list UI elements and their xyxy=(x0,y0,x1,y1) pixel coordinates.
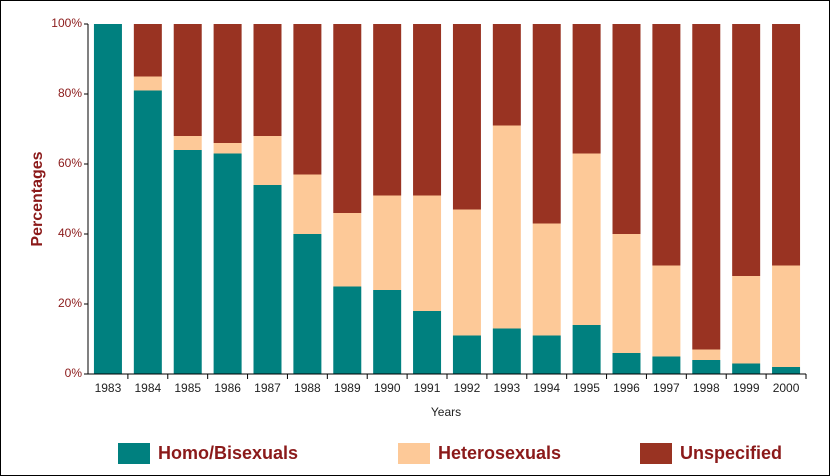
x-tick-label: 1994 xyxy=(533,381,560,395)
x-tick-label: 1983 xyxy=(95,381,122,395)
bar-segment xyxy=(492,24,521,126)
bar-segment xyxy=(133,76,162,91)
bar-segment xyxy=(572,24,601,154)
legend-label: Homo/Bisexuals xyxy=(158,443,298,463)
y-tick-label: 20% xyxy=(58,296,82,310)
bar-segment xyxy=(293,24,322,175)
bar-segment xyxy=(452,24,481,210)
bar-segment xyxy=(612,24,641,234)
bar-segment xyxy=(692,24,721,350)
y-tick-label: 80% xyxy=(58,86,82,100)
x-tick-label: 2000 xyxy=(773,381,800,395)
x-tick-label: 1986 xyxy=(214,381,241,395)
y-axis-label: Percentages xyxy=(29,151,46,246)
x-tick-label: 1996 xyxy=(613,381,640,395)
legend-swatch xyxy=(398,443,430,464)
x-tick-label: 1991 xyxy=(414,381,441,395)
bar-segment xyxy=(652,265,681,357)
y-tick-label: 40% xyxy=(58,226,82,240)
bar-segment xyxy=(692,349,721,360)
bar-segment xyxy=(293,174,322,234)
x-tick-label: 1998 xyxy=(693,381,720,395)
y-tick-label: 60% xyxy=(58,156,82,170)
bar-segment xyxy=(253,136,282,185)
legend-swatch xyxy=(640,443,672,464)
legend-swatch xyxy=(118,443,150,464)
bar-segment xyxy=(333,286,362,374)
bar-segment xyxy=(173,24,202,136)
bar-segment xyxy=(612,234,641,353)
bar-segment xyxy=(612,353,641,374)
bar-segment xyxy=(452,335,481,374)
bar-segment xyxy=(133,24,162,77)
bar-segment xyxy=(452,209,481,336)
bar-segment xyxy=(213,143,242,154)
x-tick-label: 1997 xyxy=(653,381,680,395)
bar-segment xyxy=(253,24,282,136)
bar-segment xyxy=(373,24,402,196)
x-tick-label: 1987 xyxy=(254,381,281,395)
x-tick-label: 1999 xyxy=(733,381,760,395)
legend-label: Heterosexuals xyxy=(438,443,561,463)
bar-segment xyxy=(492,328,521,374)
y-tick-label: 0% xyxy=(65,366,83,380)
x-tick-label: 1995 xyxy=(573,381,600,395)
x-tick-label: 1988 xyxy=(294,381,321,395)
y-tick-label: 100% xyxy=(51,16,82,30)
bar-segment xyxy=(293,234,322,374)
bar-segment xyxy=(213,24,242,143)
bar-segment xyxy=(532,223,561,336)
x-tick-label: 1990 xyxy=(374,381,401,395)
bar-segment xyxy=(532,24,561,224)
bar-segment xyxy=(572,153,601,325)
bar-segment xyxy=(692,360,721,374)
bar-segment xyxy=(173,136,202,150)
bar-segment xyxy=(732,363,761,374)
bar-segment xyxy=(772,265,801,367)
bar-segment xyxy=(413,195,442,311)
bar-segment xyxy=(333,213,362,287)
x-tick-label: 1989 xyxy=(334,381,361,395)
x-tick-label: 1984 xyxy=(134,381,161,395)
bar-segment xyxy=(413,24,442,196)
bar-segment xyxy=(93,24,122,374)
bar-segment xyxy=(652,356,681,374)
bar-segment xyxy=(492,125,521,329)
bar-segment xyxy=(333,24,362,213)
x-axis-label: Years xyxy=(431,405,461,419)
x-tick-label: 1985 xyxy=(174,381,201,395)
bar-segment xyxy=(373,290,402,374)
bar-segment xyxy=(133,90,162,374)
bar-segment xyxy=(373,195,402,290)
bar-segment xyxy=(532,335,561,374)
bar-segment xyxy=(253,185,282,374)
bar-segment xyxy=(772,367,801,374)
bar-segment xyxy=(732,24,761,276)
bar-segment xyxy=(572,325,601,374)
bar-segment xyxy=(732,276,761,364)
x-tick-label: 1992 xyxy=(454,381,481,395)
bar-segment xyxy=(213,153,242,374)
bar-segment xyxy=(772,24,801,266)
legend-label: Unspecified xyxy=(680,443,782,463)
bar-segment xyxy=(413,311,442,374)
bar-segment xyxy=(173,150,202,374)
x-tick-label: 1993 xyxy=(493,381,520,395)
bar-segment xyxy=(652,24,681,266)
